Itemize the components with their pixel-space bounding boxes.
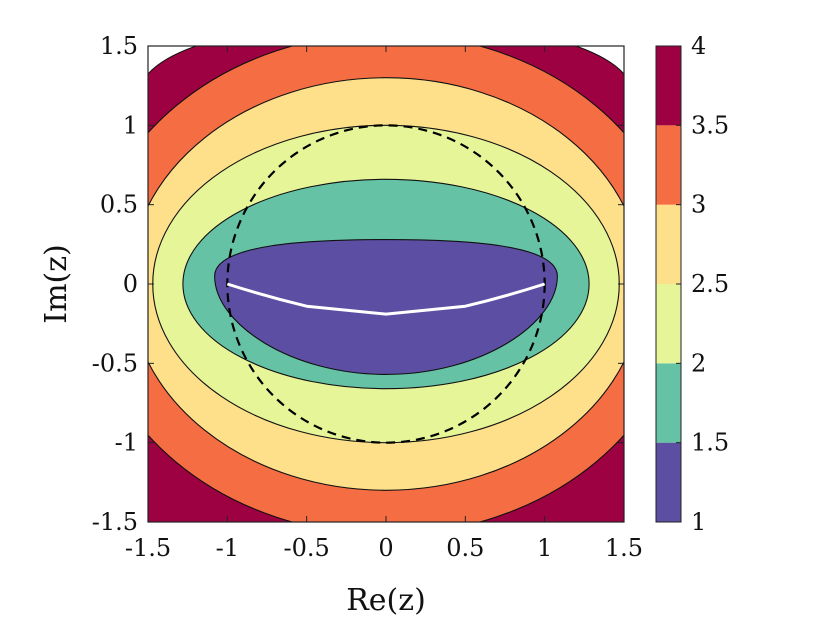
y-tick-label: 0 [123,270,138,298]
colorbar-tick-label: 3 [691,191,706,219]
x-tick-label: -1.5 [125,534,171,562]
colorbar-segment-1.5 [656,363,681,443]
colorbar-segment-3 [656,125,681,205]
x-tick-label: 0.5 [446,534,484,562]
x-axis-ticks: -1.5 -1 -0.5 0 0.5 1 1.5 [125,46,643,562]
x-tick-label: -0.5 [284,534,330,562]
y-tick-label: 1.5 [100,32,138,60]
y-tick-label: 1 [123,111,138,139]
x-tick-label: -1 [216,534,239,562]
plot-area [147,45,625,523]
colorbar-segment-2.5 [656,204,681,284]
y-axis-ticks: 1.5 1 0.5 0 -0.5 -1 -1.5 [92,32,624,536]
x-tick-label: 1 [537,534,552,562]
x-tick-label: 1.5 [605,534,643,562]
colorbar-tick-label: 4 [691,32,706,60]
colorbar: 4 3.5 3 2.5 2 1.5 1 [655,32,729,536]
colorbar-tick-label: 1 [691,508,706,536]
colorbar-segment-3.5 [656,46,681,126]
y-tick-label: -1 [115,429,138,457]
colorbar-segment-1 [656,442,681,522]
x-tick-label: 0 [378,534,393,562]
colorbar-tick-label: 2 [691,349,706,377]
colorbar-tick-label: 2.5 [691,270,729,298]
colorbar-tick-label: 1.5 [691,429,729,457]
y-axis-label: Im(z) [39,244,74,324]
x-axis-label: Re(z) [346,583,426,618]
white-curve [226,282,546,316]
y-tick-label: -0.5 [92,349,138,377]
colorbar-tick-label: 3.5 [691,111,729,139]
colorbar-segment-2 [656,284,681,364]
contour-region-1.5 [214,239,558,375]
y-tick-label: -1.5 [92,508,138,536]
y-tick-label: 0.5 [100,191,138,219]
overlay-curves [226,124,546,444]
contour-regions [148,46,624,522]
